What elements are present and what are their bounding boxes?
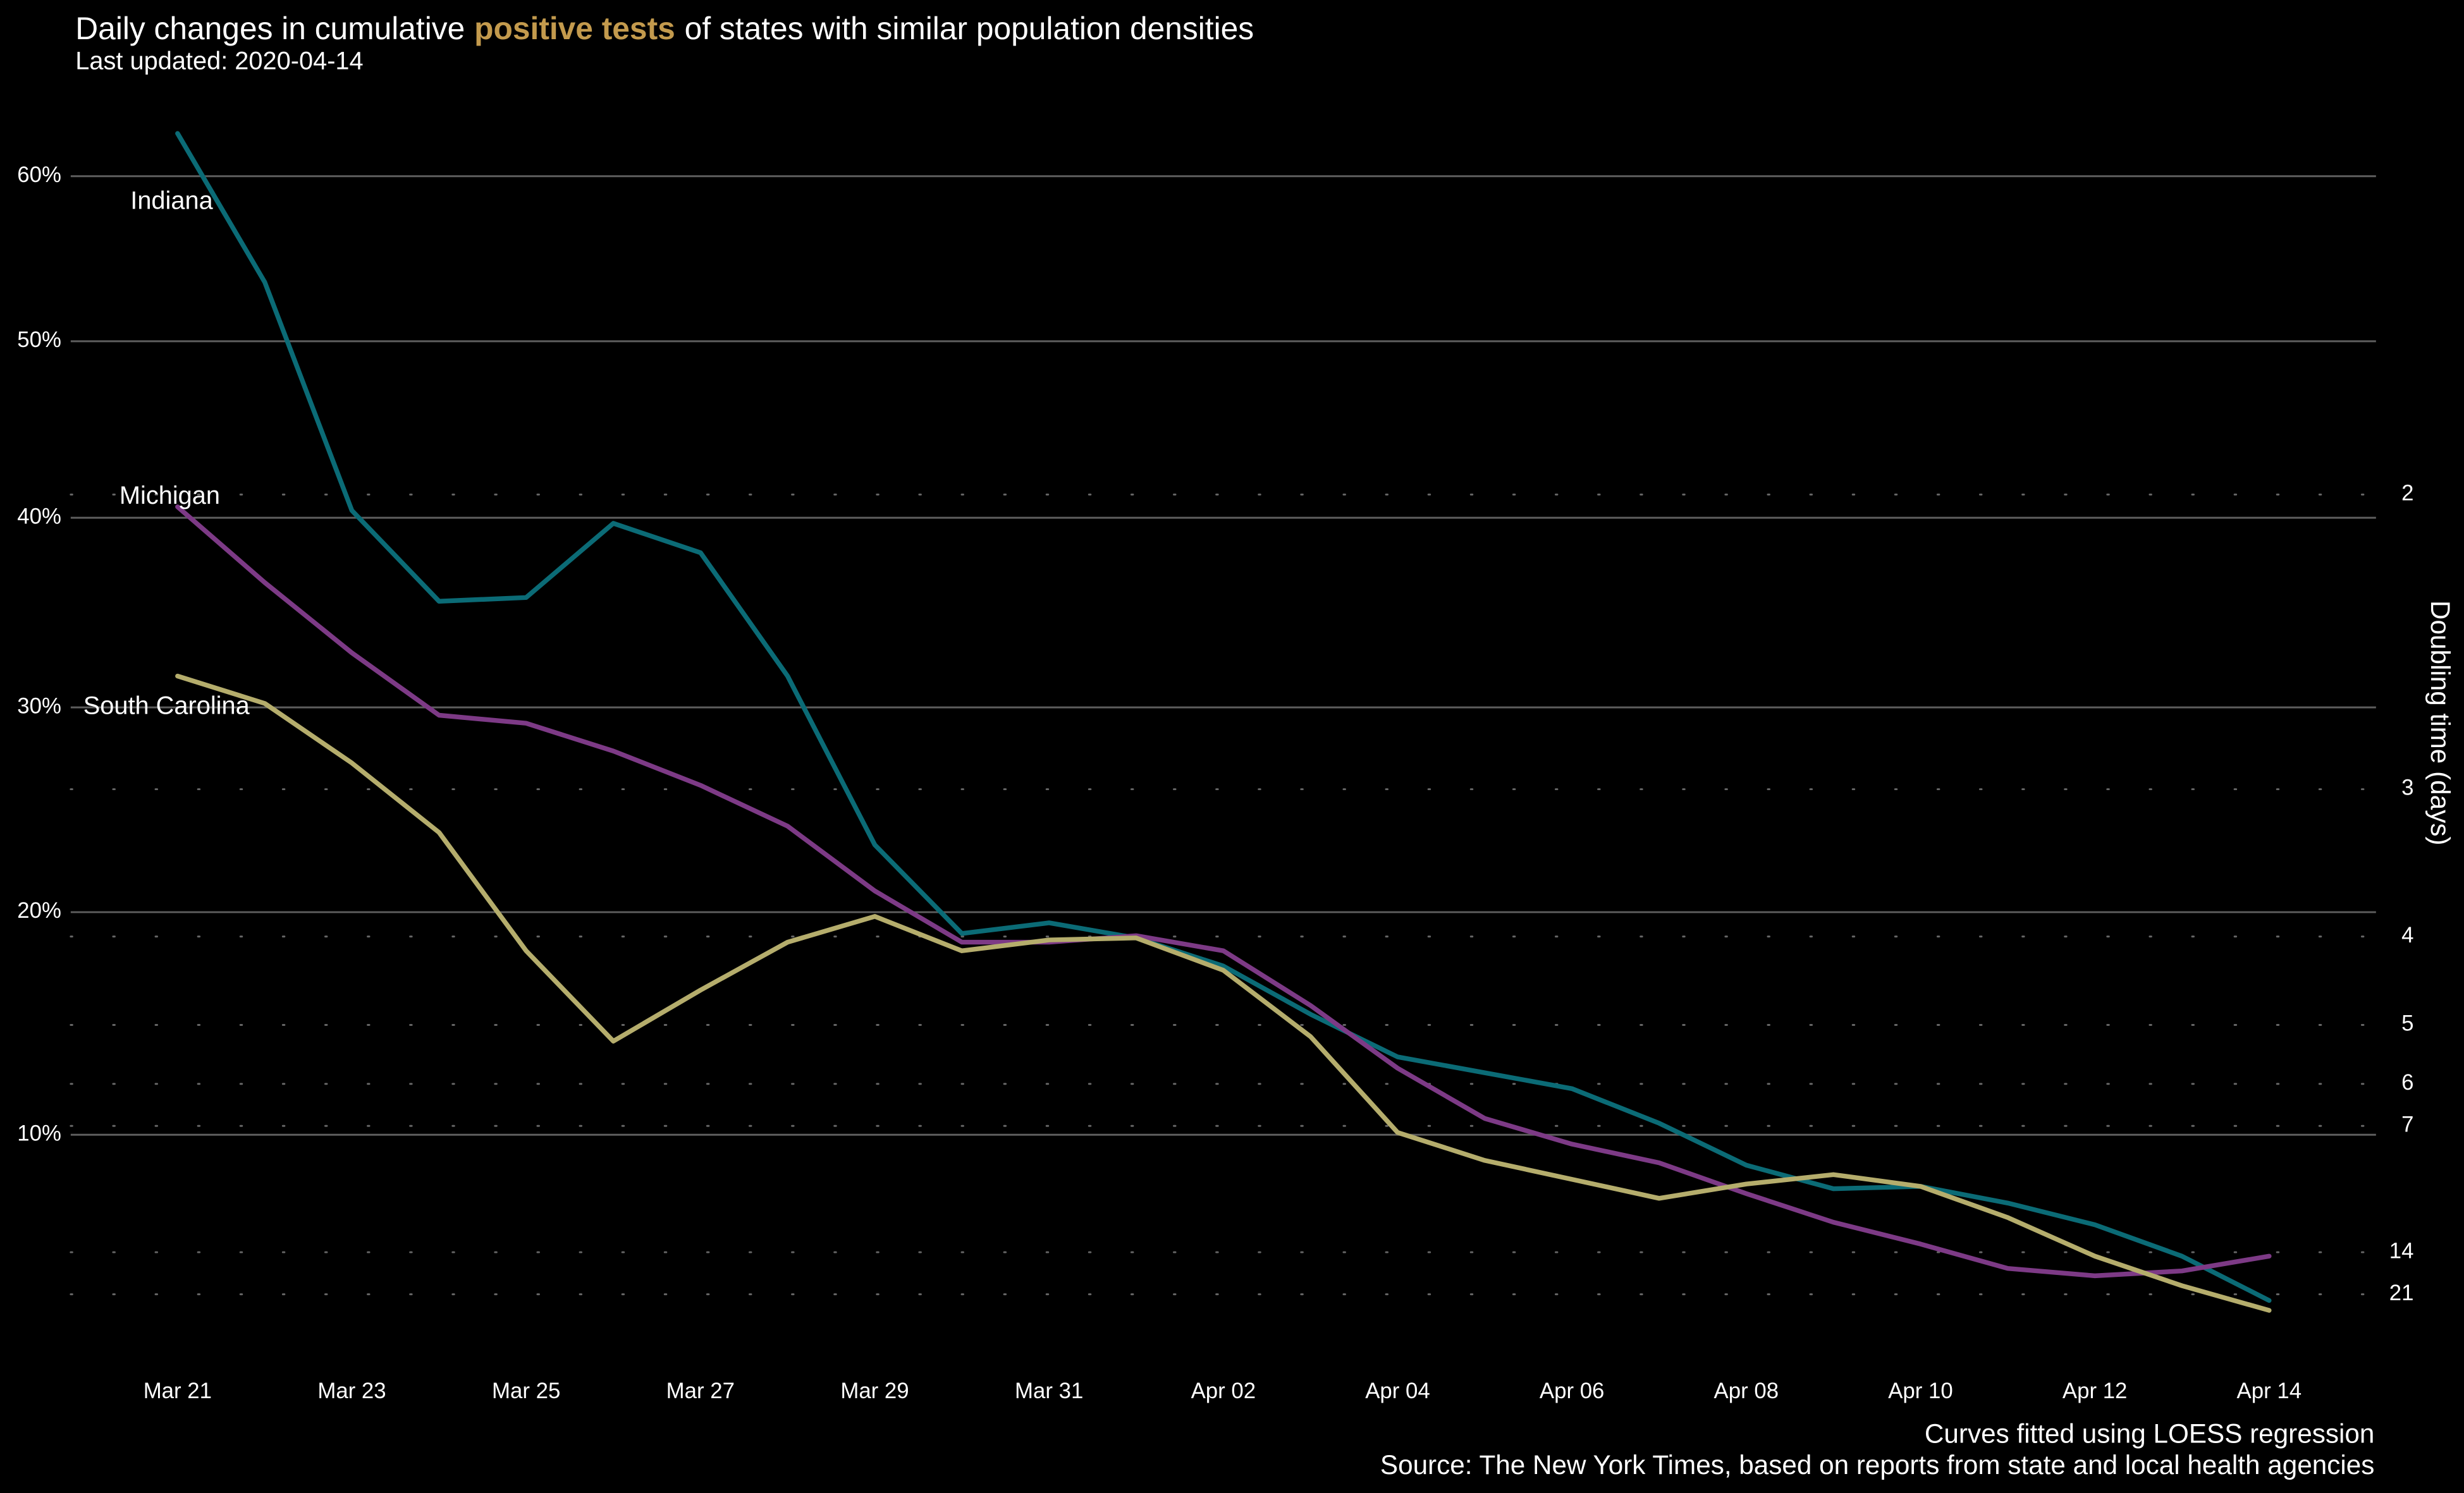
x-tick-label: Apr 08 bbox=[1714, 1379, 1779, 1403]
caption: Curves fitted using LOESS regression bbox=[1925, 1418, 2374, 1448]
y2-tick-label: 7 bbox=[2401, 1112, 2413, 1137]
caption: Source: The New York Times, based on rep… bbox=[1380, 1450, 2374, 1480]
y2-tick-label: 2 bbox=[2401, 481, 2413, 506]
x-tick-label: Apr 04 bbox=[1365, 1379, 1430, 1403]
x-tick-label: Apr 12 bbox=[2063, 1379, 2128, 1403]
chart-title: Daily changes in cumulative positive test… bbox=[75, 11, 1254, 46]
series-line bbox=[175, 504, 2272, 1279]
y2-tick-label: 5 bbox=[2401, 1011, 2413, 1036]
y2-tick-label: 4 bbox=[2401, 923, 2413, 948]
x-tick-label: Mar 27 bbox=[666, 1379, 735, 1403]
y-tick-label: 60% bbox=[17, 162, 61, 187]
title-part: of states with similar population densit… bbox=[685, 11, 1254, 46]
x-tick-label: Mar 21 bbox=[144, 1379, 212, 1403]
series-label: South Carolina bbox=[83, 692, 250, 719]
x-tick-label: Apr 02 bbox=[1191, 1379, 1256, 1403]
y-tick-label: 10% bbox=[17, 1121, 61, 1145]
series-label: Michigan bbox=[120, 482, 220, 509]
y-tick-label: 30% bbox=[17, 693, 61, 718]
subtitle: Last updated: 2020-04-14 bbox=[75, 47, 363, 75]
title-part: Daily changes in cumulative bbox=[75, 11, 465, 46]
title-highlight: positive tests bbox=[474, 11, 675, 46]
x-tick-label: Apr 06 bbox=[1540, 1379, 1605, 1403]
x-tick-label: Mar 31 bbox=[1015, 1379, 1083, 1403]
x-tick-label: Mar 25 bbox=[492, 1379, 560, 1403]
y-tick-label: 40% bbox=[17, 504, 61, 528]
x-tick-label: Mar 29 bbox=[840, 1379, 909, 1403]
y2-tick-label: 14 bbox=[2389, 1238, 2414, 1263]
series-line bbox=[175, 131, 2272, 1303]
y-tick-label: 20% bbox=[17, 898, 61, 923]
series-line bbox=[175, 673, 2272, 1313]
series-label: Indiana bbox=[130, 186, 213, 214]
y2-tick-label: 3 bbox=[2401, 776, 2413, 800]
y2-tick-label: 6 bbox=[2401, 1070, 2413, 1095]
x-tick-label: Apr 14 bbox=[2237, 1379, 2302, 1403]
x-tick-label: Apr 10 bbox=[1888, 1379, 1953, 1403]
y-tick-label: 50% bbox=[17, 327, 61, 352]
x-tick-label: Mar 23 bbox=[317, 1379, 386, 1403]
y2-axis-label: Doubling time (days) bbox=[2425, 600, 2455, 846]
y2-tick-label: 21 bbox=[2389, 1281, 2414, 1305]
